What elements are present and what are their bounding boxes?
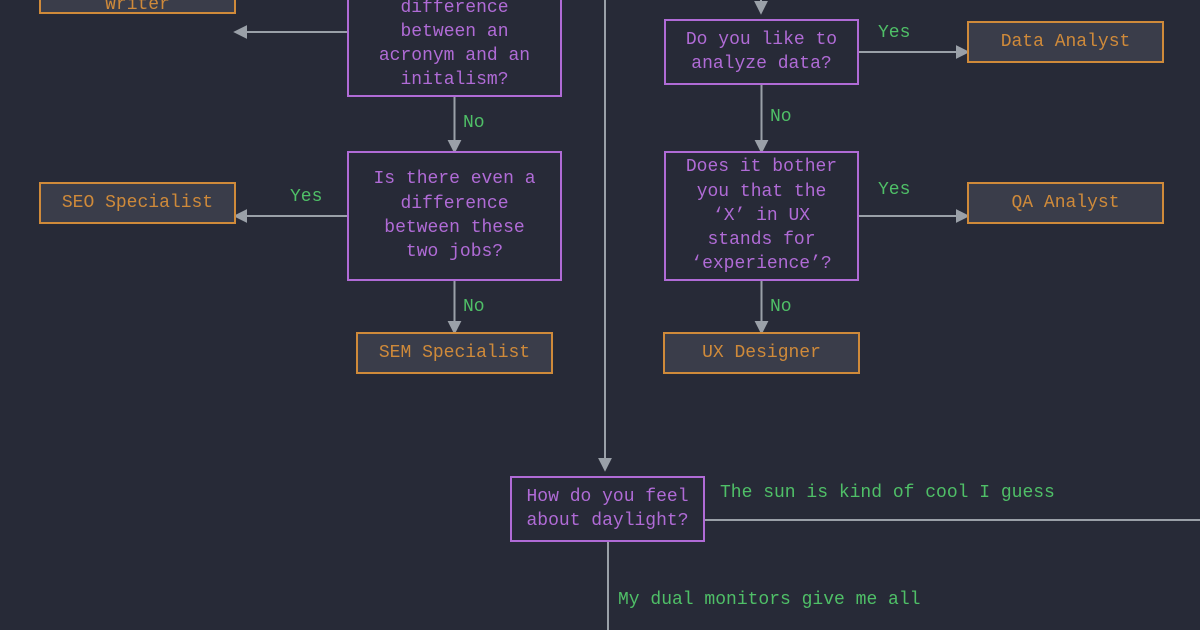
outcome-node-sem: SEM Specialist: [356, 332, 553, 374]
question-node-seo_sem_q: Is there even a difference between these…: [347, 151, 562, 281]
outcome-node-ux_designer: UX Designer: [663, 332, 860, 374]
edge-label: Yes: [290, 187, 322, 207]
outcome-node-seo: SEO Specialist: [39, 182, 236, 224]
edge-label: Yes: [290, 0, 322, 2]
free-label-monitors: My dual monitors give me all: [618, 590, 920, 610]
question-node-daylight: How do you feel about daylight?: [510, 476, 705, 542]
question-node-ux_q: Does it bother you that the ‘X’ in UX st…: [664, 151, 859, 281]
edge-label: No: [770, 107, 792, 127]
outcome-node-qa: QA Analyst: [967, 182, 1164, 224]
edge-label: No: [770, 297, 792, 317]
edge-label: No: [463, 297, 485, 317]
edge-label: Yes: [878, 23, 910, 43]
outcome-node-data_analyst: Data Analyst: [967, 21, 1164, 63]
edge-label: No: [463, 113, 485, 133]
edge-label: Yes: [878, 180, 910, 200]
question-node-acronym: Do you know the difference between an ac…: [347, 0, 562, 97]
question-node-analyze: Do you like to analyze data?: [664, 19, 859, 85]
outcome-node-tech_writer: Technical Writer: [39, 0, 236, 14]
free-label-sun: The sun is kind of cool I guess: [720, 483, 1055, 503]
